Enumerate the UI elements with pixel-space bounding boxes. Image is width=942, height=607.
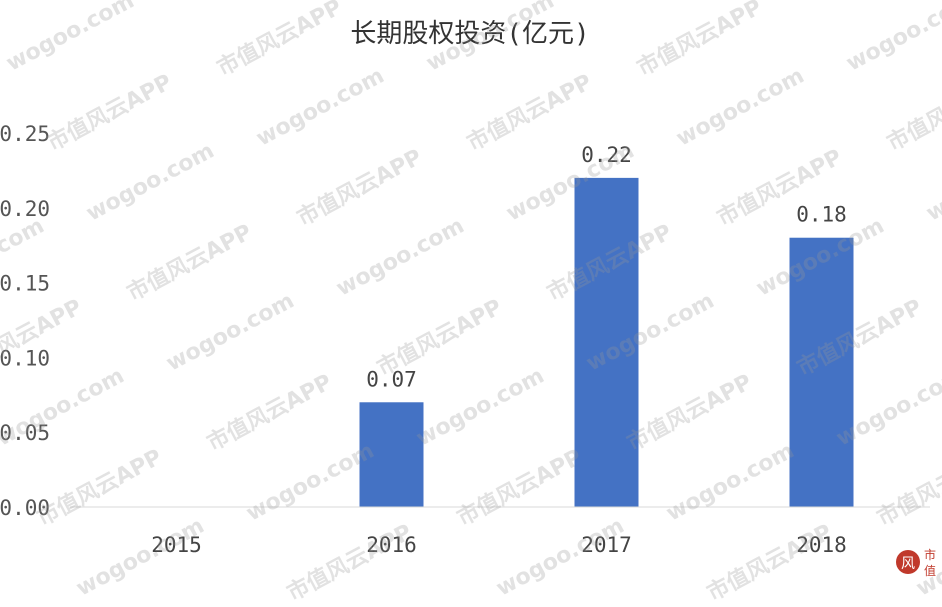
y-tick-label: 0.15: [0, 272, 50, 296]
y-tick-label: 0.00: [0, 496, 50, 520]
data-label: 0.07: [366, 367, 417, 391]
svg-text:市: 市: [924, 547, 936, 562]
svg-text:值: 值: [924, 563, 936, 578]
data-label: 0.22: [581, 143, 632, 167]
x-tick-label: 2016: [366, 533, 417, 557]
bars: 0.07 0.22 0.18: [359, 143, 854, 507]
x-tick-label: 2015: [151, 533, 202, 557]
bar: [574, 177, 639, 507]
y-axis: 0.00 0.05 0.10 0.15 0.20 0.25: [0, 122, 50, 520]
x-axis: 2015 2016 2017 2018: [151, 533, 847, 557]
x-tick-label: 2017: [581, 533, 632, 557]
bar-chart: 长期股权投资(亿元) 0.00 0.05 0.10 0.15 0.20 0.25 0.07…: [0, 19, 930, 557]
y-tick-label: 0.20: [0, 197, 50, 221]
y-tick-label: 0.10: [0, 346, 50, 370]
bar: [789, 237, 854, 507]
y-tick-label: 0.25: [0, 122, 50, 146]
y-tick-label: 0.05: [0, 421, 50, 445]
logo-icon: 风 市 值: [896, 547, 936, 578]
x-tick-label: 2018: [796, 533, 847, 557]
chart-title: 长期股权投资(亿元): [350, 19, 589, 49]
data-label: 0.18: [796, 203, 847, 227]
bar: [359, 402, 424, 507]
svg-text:风: 风: [901, 556, 915, 572]
